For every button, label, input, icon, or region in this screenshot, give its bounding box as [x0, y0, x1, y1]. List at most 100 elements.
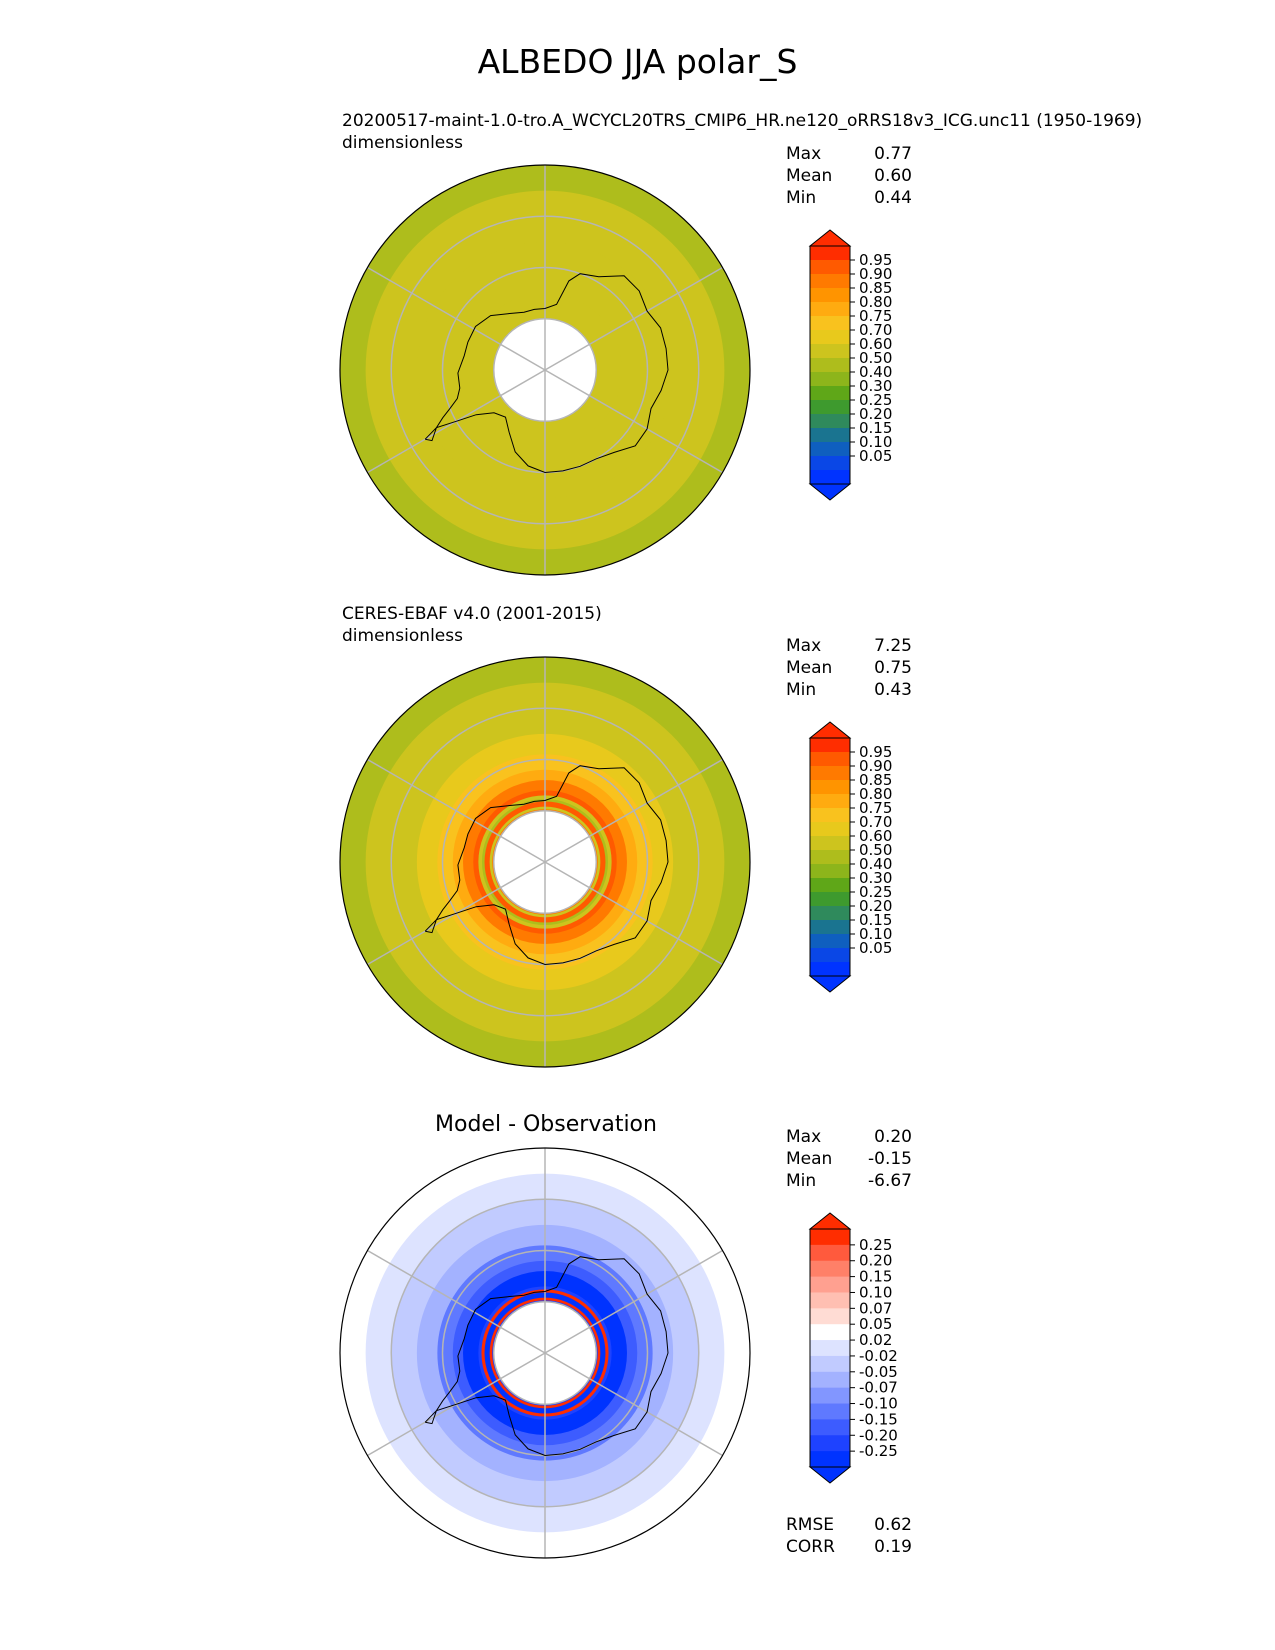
colorbar-tick-label: -0.05: [859, 1363, 898, 1381]
colorbar-outline: [809, 1228, 851, 1468]
panel1-stat-max-label: Max: [786, 144, 822, 164]
lon-gridline: [367, 1249, 546, 1354]
colorbar-swatch: [810, 246, 850, 261]
colorbar-tick-label: -0.15: [859, 1410, 898, 1428]
colorbar-tick-label: 0.50: [859, 841, 892, 859]
colorbar-swatch: [810, 288, 850, 303]
colorbar-tick-label: 0.25: [859, 1236, 892, 1254]
colorbar-tick-label: -0.10: [859, 1395, 898, 1413]
panel3-stat-min-value: -6.67: [868, 1171, 912, 1191]
colorbar-tick-label: 0.10: [859, 1283, 892, 1301]
colorbar-swatch: [810, 1355, 850, 1373]
panel1-stat-min-value: 0.44: [874, 188, 912, 208]
colorbar-swatch: [810, 1387, 850, 1405]
colorbar-extend-bottom: [808, 1466, 852, 1484]
colorbar-swatch: [810, 780, 850, 795]
colorbar-swatch: [810, 892, 850, 907]
panel1-subtitle: 20200517-maint-1.0-tro.A_WCYCL20TRS_CMIP…: [342, 111, 1143, 131]
colorbar-swatch: [810, 836, 850, 851]
lon-gridline: [544, 266, 723, 371]
colorbar-swatch: [810, 794, 850, 809]
colorbar-swatch: [810, 822, 850, 837]
colorbar-tick-label: 0.07: [859, 1299, 892, 1317]
colorbar-swatch: [810, 850, 850, 865]
map-boundary: [339, 656, 751, 1068]
colorbar-tick-label: 0.15: [859, 911, 892, 929]
colorbar-tick-label: 0.05: [859, 1315, 892, 1333]
lon-gridline: [544, 758, 723, 863]
panel1-units: dimensionless: [342, 133, 463, 153]
colorbar-tick-label: 0.15: [859, 419, 892, 437]
colorbar-swatch: [810, 358, 850, 373]
colorbar-tick-label: 0.95: [859, 743, 892, 761]
colorbar-tick-label: 0.75: [859, 799, 892, 817]
panel2-stat-min-value: 0.43: [874, 680, 912, 700]
panel2-subtitle: CERES-EBAF v4.0 (2001-2015): [342, 604, 602, 624]
panel2-stat-min-label: Min: [786, 680, 817, 700]
colorbar-swatch: [810, 1229, 850, 1246]
colorbar-tick-label: 0.60: [859, 827, 892, 845]
colorbar-extend-bottom: [808, 483, 852, 501]
colorbar-swatch: [810, 302, 850, 317]
colorbar-tick-label: 0.20: [859, 897, 892, 915]
colorbar-swatch: [810, 316, 850, 331]
colorbar-swatch: [810, 1419, 850, 1436]
colorbar-tick-label: 0.40: [859, 855, 892, 873]
panel1-stat-mean-value: 0.60: [874, 166, 912, 186]
colorbar-swatch: [810, 948, 850, 963]
colorbar-outline: [809, 737, 851, 977]
panel2-stat-mean-value: 0.75: [874, 658, 912, 678]
colorbar-tick-label: 0.10: [859, 433, 892, 451]
difference-colorbar: 0.250.200.150.100.070.050.02-0.02-0.05-0…: [808, 1212, 898, 1484]
colorbar-swatch: [810, 864, 850, 879]
colorbar-swatch: [810, 738, 850, 753]
colorbar-tick-label: 0.25: [859, 391, 892, 409]
lon-gridline: [544, 861, 723, 966]
colorbar-tick-label: 0.70: [859, 321, 892, 339]
colorbar-tick-label: 0.05: [859, 447, 892, 465]
panel3-stat-max-label: Max: [786, 1127, 822, 1147]
map-layer: [339, 656, 751, 1068]
lon-gridline: [544, 1249, 723, 1354]
coastline: [424, 273, 669, 474]
lon-gridline: [367, 758, 546, 863]
colorbar-swatch: [810, 1324, 850, 1341]
panel3-corr-label: CORR: [786, 1537, 835, 1557]
colorbar-tick-label: 0.70: [859, 813, 892, 831]
colorbar-swatch: [810, 1340, 850, 1357]
map-layer: [339, 164, 751, 576]
colorbar-tick-label: 0.90: [859, 757, 892, 775]
map-layer: [339, 1147, 751, 1559]
colorbar-swatch: [810, 442, 850, 457]
panel3-title: Model - Observation: [435, 1112, 657, 1137]
panel3-stat-mean-label: Mean: [786, 1149, 833, 1169]
colorbar-swatch: [810, 1276, 850, 1293]
panel1-stat-max-value: 0.77: [874, 144, 912, 164]
test-colorbar: 0.950.900.850.800.750.700.600.500.400.30…: [808, 229, 892, 501]
panel1-stat-min-label: Min: [786, 188, 817, 208]
colorbar-tick-label: 0.15: [859, 1268, 892, 1286]
lon-gridline: [544, 1352, 723, 1457]
coastline: [424, 765, 669, 966]
colorbar-tick-label: -0.20: [859, 1426, 898, 1444]
colorbar-extend-top: [808, 1212, 852, 1230]
colorbar-swatch: [810, 330, 850, 345]
colorbar-swatch: [810, 470, 850, 485]
colorbar-swatch: [810, 906, 850, 921]
colorbar-swatch: [810, 934, 850, 949]
colorbar-swatch: [810, 428, 850, 443]
colorbar-tick-label: 0.75: [859, 307, 892, 325]
panel3-stat-min-label: Min: [786, 1171, 817, 1191]
colorbar-tick-label: 0.50: [859, 349, 892, 367]
colorbar-swatch: [810, 766, 850, 781]
panel2-stat-max-value: 7.25: [874, 636, 912, 656]
colorbar-extend-top: [808, 721, 852, 739]
colorbar-tick-label: -0.25: [859, 1442, 898, 1460]
colorbar-tick-label: 0.05: [859, 939, 892, 957]
colorbar-extend-bottom: [808, 975, 852, 993]
panel2-stat-mean-label: Mean: [786, 658, 833, 678]
colorbar-outline: [809, 245, 851, 485]
colorbar-tick-label: 0.90: [859, 265, 892, 283]
colorbar-swatch: [810, 414, 850, 429]
map-boundary: [339, 164, 751, 576]
